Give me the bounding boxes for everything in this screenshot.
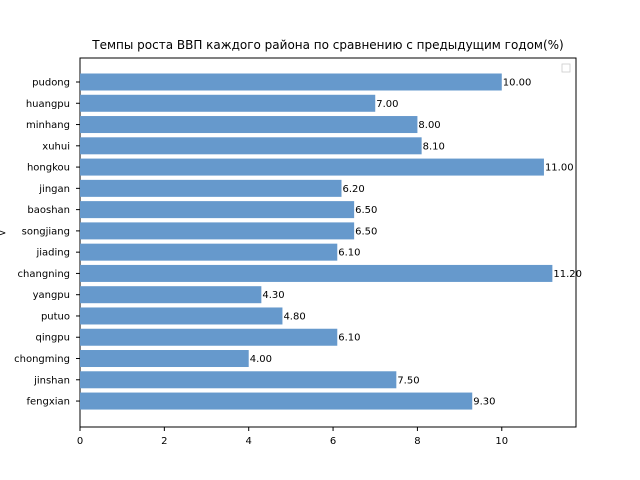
y-tick-label-hongkou: hongkou [27, 163, 70, 174]
value-label-hongkou: 11.00 [545, 163, 574, 174]
bar-minhang [80, 116, 418, 134]
bar-changning [80, 264, 553, 282]
bar-qingpu [80, 328, 338, 346]
y-tick-label-chongming: chongming [14, 354, 70, 365]
value-label-putuo: 4.80 [283, 311, 305, 322]
bar-hongkou [80, 158, 544, 176]
y-tick-label-qingpu: qingpu [36, 333, 71, 344]
x-tick-label-2: 2 [161, 436, 167, 447]
y-tick-label-pudong: pudong [32, 78, 70, 89]
value-label-jinshan: 7.50 [397, 375, 419, 386]
y-tick-label-putuo: putuo [41, 311, 70, 322]
value-label-xuhui: 8.10 [423, 141, 445, 152]
bar-putuo [80, 307, 283, 325]
bar-yangpu [80, 286, 262, 304]
value-label-jingan: 6.20 [342, 184, 364, 195]
x-axis: 0 2 4 6 8 10 [77, 427, 508, 447]
value-label-huangpu: 7.00 [376, 99, 398, 110]
value-label-fengxian: 9.30 [473, 397, 495, 408]
value-label-songjiang: 6.50 [355, 226, 377, 237]
x-tick-label-0: 0 [77, 436, 83, 447]
bar-xuhui [80, 137, 422, 155]
y-axis-fragment: > [0, 228, 6, 239]
value-label-baoshan: 6.50 [355, 205, 377, 216]
bar-jinshan [80, 371, 397, 389]
value-label-minhang: 8.00 [418, 120, 440, 131]
bar-huangpu [80, 94, 376, 112]
bar-pudong [80, 73, 502, 91]
y-tick-label-changning: changning [18, 269, 70, 280]
y-tick-label-minhang: minhang [26, 120, 70, 131]
chart-title: Темпы роста ВВП каждого района по сравне… [91, 38, 564, 52]
x-tick-label-6: 6 [330, 436, 336, 447]
bar-songjiang [80, 222, 355, 240]
bar-jingan [80, 179, 342, 197]
x-tick-label-8: 8 [414, 436, 420, 447]
y-tick-label-songjiang: songjiang [22, 226, 70, 237]
y-tick-labels: pudong huangpu minhang xuhui hongkou jingan ba… [14, 78, 80, 408]
y-tick-label-jiading: jiading [36, 248, 71, 259]
x-tick-label-10: 10 [495, 436, 508, 447]
bar-jiading [80, 243, 338, 261]
x-tick-label-4: 4 [246, 436, 252, 447]
y-tick-label-fengxian: fengxian [26, 397, 70, 408]
value-label-yangpu: 4.30 [262, 290, 284, 301]
value-label-jiading: 6.10 [338, 248, 360, 259]
y-tick-label-jinshan: jinshan [33, 375, 70, 386]
value-label-changning: 11.20 [553, 269, 582, 280]
bar-baoshan [80, 201, 355, 219]
plot-area [79, 57, 577, 428]
y-tick-label-xuhui: xuhui [42, 141, 70, 152]
y-tick-label-jingan: jingan [38, 184, 70, 195]
y-tick-label-huangpu: huangpu [26, 99, 70, 110]
legend-box [561, 63, 571, 73]
y-tick-label-baoshan: baoshan [27, 205, 70, 216]
value-label-chongming: 4.00 [250, 354, 272, 365]
bar-chongming [80, 350, 249, 368]
bar-fengxian [80, 392, 473, 410]
bars: 10.00 7.00 8.00 8.10 11.00 6.20 6.50 6.50 6.10 11… [80, 73, 582, 410]
value-label-qingpu: 6.10 [338, 333, 360, 344]
y-tick-label-yangpu: yangpu [33, 290, 70, 301]
value-label-pudong: 10.00 [503, 78, 532, 89]
